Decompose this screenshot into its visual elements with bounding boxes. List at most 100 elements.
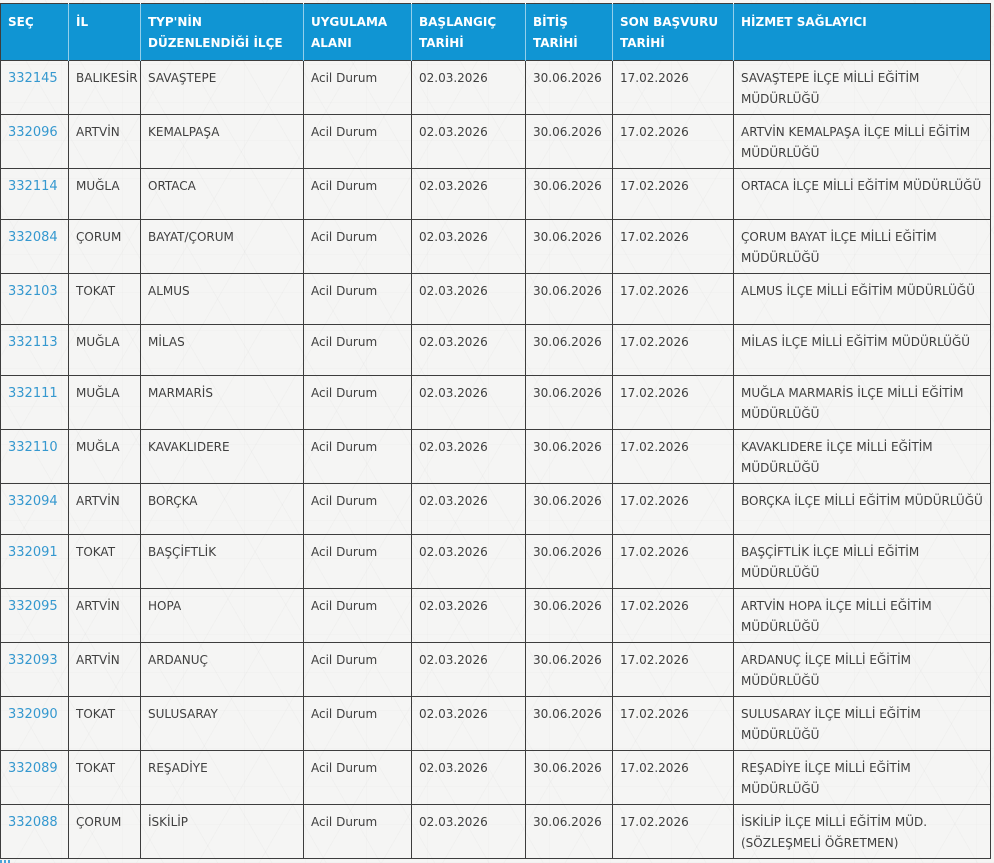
cell-alan: Acil Durum (303, 219, 412, 274)
cell-son: 17.02.2026 (612, 588, 734, 643)
cell-sec: 332089 (0, 750, 69, 805)
cell-baslangic: 02.03.2026 (411, 429, 526, 484)
header-alan: UYGULAMA ALANI (303, 3, 412, 61)
cell-sec: 332095 (0, 588, 69, 643)
row-select-link[interactable]: 332093 (8, 653, 58, 668)
table-row: 332084 ÇORUM BAYAT/ÇORUM Acil Durum 02.0… (0, 219, 991, 274)
row-select-link[interactable]: 332090 (8, 707, 58, 722)
cell-bitis: 30.06.2026 (525, 114, 613, 169)
cell-il: TOKAT (68, 273, 141, 325)
cell-son: 17.02.2026 (612, 534, 734, 589)
cell-bitis: 30.06.2026 (525, 219, 613, 274)
cell-alan: Acil Durum (303, 273, 412, 325)
cell-alan: Acil Durum (303, 114, 412, 169)
cell-saglayici: SULUSARAY İLÇE MİLLİ EĞİTİM MÜDÜRLÜĞÜ (733, 696, 991, 751)
cell-son: 17.02.2026 (612, 114, 734, 169)
cell-baslangic: 02.03.2026 (411, 168, 526, 220)
cell-son: 17.02.2026 (612, 696, 734, 751)
row-select-link[interactable]: 332145 (8, 71, 58, 86)
cell-saglayici: ARTVİN HOPA İLÇE MİLLİ EĞİTİM MÜDÜRLÜĞÜ (733, 588, 991, 643)
cell-saglayici: KAVAKLIDERE İLÇE MİLLİ EĞİTİM MÜDÜRLÜĞÜ (733, 429, 991, 484)
cell-alan: Acil Durum (303, 534, 412, 589)
cell-son: 17.02.2026 (612, 60, 734, 115)
row-select-link[interactable]: 332084 (8, 230, 58, 245)
cell-ilce: MİLAS (140, 324, 304, 376)
cell-alan: Acil Durum (303, 588, 412, 643)
cell-il: ARTVİN (68, 114, 141, 169)
cell-il: MUĞLA (68, 324, 141, 376)
cell-ilce: SULUSARAY (140, 696, 304, 751)
cell-ilce: ALMUS (140, 273, 304, 325)
cell-ilce: BAŞÇİFTLİK (140, 534, 304, 589)
cell-ilce: SAVAŞTEPE (140, 60, 304, 115)
row-select-link[interactable]: 332110 (8, 440, 58, 455)
table-row: 332090 TOKAT SULUSARAY Acil Durum 02.03.… (0, 696, 991, 751)
row-select-link[interactable]: 332103 (8, 284, 58, 299)
header-saglayici: HİZMET SAĞLAYICI (733, 3, 991, 61)
cell-alan: Acil Durum (303, 696, 412, 751)
cell-alan: Acil Durum (303, 168, 412, 220)
cell-sec: 332111 (0, 375, 69, 430)
cell-bitis: 30.06.2026 (525, 375, 613, 430)
cell-il: MUĞLA (68, 168, 141, 220)
cell-ilce: KAVAKLIDERE (140, 429, 304, 484)
cell-baslangic: 02.03.2026 (411, 114, 526, 169)
cell-ilce: MARMARİS (140, 375, 304, 430)
row-select-link[interactable]: 332114 (8, 179, 58, 194)
row-select-link[interactable]: 332089 (8, 761, 58, 776)
row-select-link[interactable]: 332113 (8, 335, 58, 350)
table-row: 332094 ARTVİN BORÇKA Acil Durum 02.03.20… (0, 483, 991, 535)
cell-ilce: BAYAT/ÇORUM (140, 219, 304, 274)
cell-saglayici: REŞADİYE İLÇE MİLLİ EĞİTİM MÜDÜRLÜĞÜ (733, 750, 991, 805)
cell-il: TOKAT (68, 750, 141, 805)
row-select-link[interactable]: 332111 (8, 386, 58, 401)
cell-bitis: 30.06.2026 (525, 696, 613, 751)
cell-baslangic: 02.03.2026 (411, 483, 526, 535)
cell-son: 17.02.2026 (612, 429, 734, 484)
program-table: SEÇ İL TYP'NİN DÜZENLENDİĞİ İLÇE UYGULAM… (0, 3, 991, 859)
row-select-link[interactable]: 332088 (8, 815, 58, 830)
cell-saglayici: İSKİLİP İLÇE MİLLİ EĞİTİM MÜD. (SÖZLEŞME… (733, 804, 991, 859)
cell-il: ÇORUM (68, 219, 141, 274)
cell-saglayici: MİLAS İLÇE MİLLİ EĞİTİM MÜDÜRLÜĞÜ (733, 324, 991, 376)
cell-saglayici: ORTACA İLÇE MİLLİ EĞİTİM MÜDÜRLÜĞÜ (733, 168, 991, 220)
row-select-link[interactable]: 332096 (8, 125, 58, 140)
cell-il: ÇORUM (68, 804, 141, 859)
header-ilce: TYP'NİN DÜZENLENDİĞİ İLÇE (140, 3, 304, 61)
cell-sec: 332090 (0, 696, 69, 751)
table-header: SEÇ İL TYP'NİN DÜZENLENDİĞİ İLÇE UYGULAM… (0, 3, 991, 61)
cell-baslangic: 02.03.2026 (411, 273, 526, 325)
table-row: 332091 TOKAT BAŞÇİFTLİK Acil Durum 02.03… (0, 534, 991, 589)
cell-baslangic: 02.03.2026 (411, 588, 526, 643)
cell-alan: Acil Durum (303, 375, 412, 430)
cell-ilce: ORTACA (140, 168, 304, 220)
cell-sec: 332088 (0, 804, 69, 859)
cell-bitis: 30.06.2026 (525, 804, 613, 859)
table-row: 332111 MUĞLA MARMARİS Acil Durum 02.03.2… (0, 375, 991, 430)
row-select-link[interactable]: 332095 (8, 599, 58, 614)
cell-sec: 332091 (0, 534, 69, 589)
header-son: SON BAŞVURU TARİHİ (612, 3, 734, 61)
cell-il: TOKAT (68, 534, 141, 589)
cell-baslangic: 02.03.2026 (411, 534, 526, 589)
cell-son: 17.02.2026 (612, 375, 734, 430)
cell-bitis: 30.06.2026 (525, 168, 613, 220)
cell-ilce: İSKİLİP (140, 804, 304, 859)
cell-baslangic: 02.03.2026 (411, 750, 526, 805)
cell-il: TOKAT (68, 696, 141, 751)
row-select-link[interactable]: 332094 (8, 494, 58, 509)
cell-il: ARTVİN (68, 588, 141, 643)
cell-bitis: 30.06.2026 (525, 483, 613, 535)
cell-ilce: HOPA (140, 588, 304, 643)
cell-alan: Acil Durum (303, 60, 412, 115)
table-row: 332145 BALIKESİR SAVAŞTEPE Acil Durum 02… (0, 60, 991, 115)
cell-il: ARTVİN (68, 642, 141, 697)
cell-bitis: 30.06.2026 (525, 750, 613, 805)
cell-bitis: 30.06.2026 (525, 588, 613, 643)
cell-saglayici: ÇORUM BAYAT İLÇE MİLLİ EĞİTİM MÜDÜRLÜĞÜ (733, 219, 991, 274)
cell-sec: 332103 (0, 273, 69, 325)
cell-son: 17.02.2026 (612, 804, 734, 859)
row-select-link[interactable]: 332091 (8, 545, 58, 560)
cell-alan: Acil Durum (303, 750, 412, 805)
